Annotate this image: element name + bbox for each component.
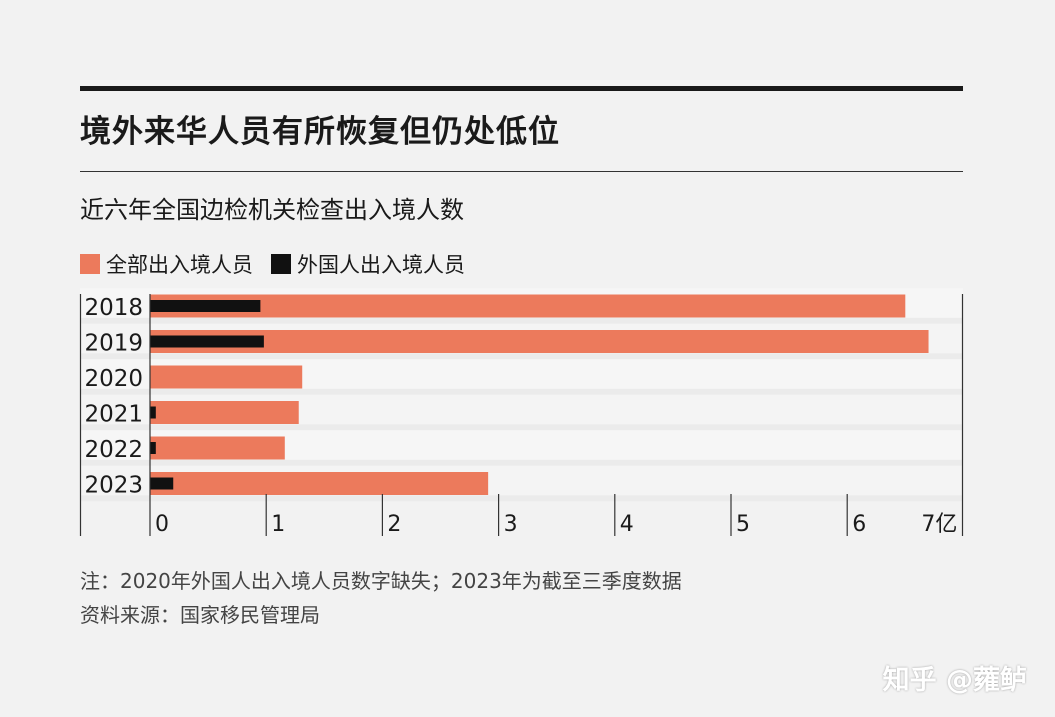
top-rule [80, 86, 963, 91]
x-tick-label: 7亿 [921, 512, 957, 537]
legend-item-foreign: 外国人出入境人员 [271, 249, 465, 279]
row-separator [80, 495, 963, 502]
x-tick-label: 6 [852, 512, 866, 537]
bar-foreign-2018 [150, 300, 261, 312]
y-tick-label: 2022 [84, 437, 143, 463]
bar-total-2020 [150, 365, 303, 389]
x-tick-label: 3 [504, 512, 518, 537]
chart-title: 境外来华人员有所恢复但仍处低位 [80, 114, 560, 150]
x-tick-label: 2 [387, 512, 401, 537]
y-tick-label: 2020 [84, 366, 143, 392]
bar-total-2021 [150, 401, 299, 424]
x-tick-label: 5 [736, 512, 750, 537]
bar-total-2019 [150, 330, 929, 353]
row-separator [80, 317, 963, 324]
y-tick-label: 2018 [84, 295, 143, 321]
chart-subtitle: 近六年全国边检机关检查出入境人数 [80, 196, 464, 224]
bar-total-2022 [150, 436, 285, 460]
legend-label-total: 全部出入境人员 [106, 253, 253, 277]
y-tick-label: 2023 [84, 473, 143, 499]
legend-swatch-foreign [271, 254, 291, 274]
y-tick-label: 2021 [84, 402, 143, 428]
source-text: 资料来源：国家移民管理局 [80, 603, 320, 627]
watermark: 知乎 @蕹鲈 [882, 665, 1027, 696]
bar-total-2023 [150, 472, 489, 495]
x-tick-label: 1 [271, 512, 285, 537]
row-separator [80, 424, 963, 431]
bar-foreign-2021 [150, 406, 156, 419]
bar-total-2018 [150, 294, 906, 318]
y-tick-label: 2019 [84, 331, 143, 357]
bar-foreign-2022 [150, 442, 156, 454]
x-tick-label: 0 [155, 512, 169, 537]
bar-foreign-2019 [150, 335, 264, 348]
row-separator [80, 388, 963, 395]
bar-foreign-2023 [150, 477, 174, 490]
legend-label-foreign: 外国人出入境人员 [297, 253, 465, 277]
row-separator [80, 459, 963, 466]
legend-item-total: 全部出入境人员 [80, 249, 253, 279]
legend: 全部出入境人员 外国人出入境人员 [80, 249, 483, 279]
legend-swatch-total [80, 254, 100, 274]
title-rule [80, 171, 963, 172]
row-separator [80, 353, 963, 360]
note-text: 注：2020年外国人出入境人员数字缺失；2023年为截至三季度数据 [80, 569, 682, 593]
x-tick-label: 4 [620, 512, 634, 537]
